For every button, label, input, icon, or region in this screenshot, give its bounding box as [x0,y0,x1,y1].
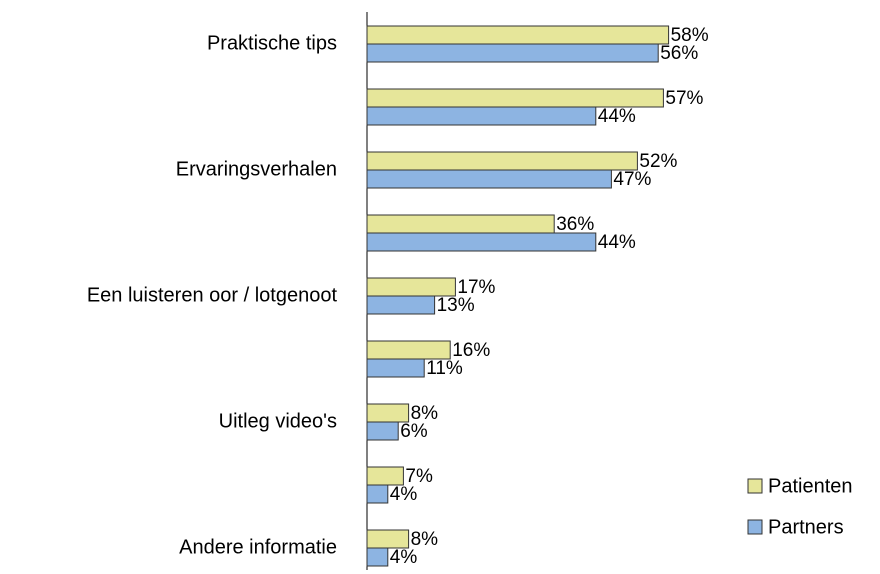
value-label: 6% [400,421,428,442]
bar [366,43,659,63]
value-label: 4% [390,484,418,505]
bar [366,88,664,108]
bar [366,547,389,567]
value-label: 56% [660,43,698,64]
bar [366,295,436,315]
value-label: 52% [639,151,677,172]
bar [366,277,456,297]
bar [366,25,670,45]
value-label: 4% [390,547,418,568]
bar [366,466,404,486]
bar [366,106,597,126]
bar [366,340,451,360]
legend-swatch [747,519,763,535]
value-label: 36% [556,214,594,235]
value-label: 8% [411,403,439,424]
category-label: Andere informatie [179,536,337,558]
category-label: Een luisteren oor / lotgenoot [87,284,338,306]
bar [366,169,612,189]
value-label: 57% [665,88,703,109]
value-label: 44% [598,106,636,127]
legend-label: Patienten [768,475,853,497]
bar [366,421,399,441]
category-label: Uitleg video's [219,410,337,432]
value-label: 8% [411,529,439,550]
value-label: 58% [671,25,709,46]
bar [366,214,555,234]
value-label: 16% [452,340,490,361]
legend-swatch [747,478,763,494]
bar [366,403,410,423]
bar [366,358,425,378]
bar [366,484,389,504]
value-label: 44% [598,232,636,253]
legend-label: Partners [768,516,844,538]
bar [366,232,597,252]
category-label: Ervaringsverhalen [176,158,337,180]
value-label: 47% [613,169,651,190]
value-label: 13% [437,295,475,316]
value-label: 11% [426,358,463,379]
bar [366,151,638,171]
bar [366,529,410,549]
category-label: Praktische tips [207,32,337,54]
value-label: 7% [405,466,433,487]
value-label: 17% [457,277,495,298]
